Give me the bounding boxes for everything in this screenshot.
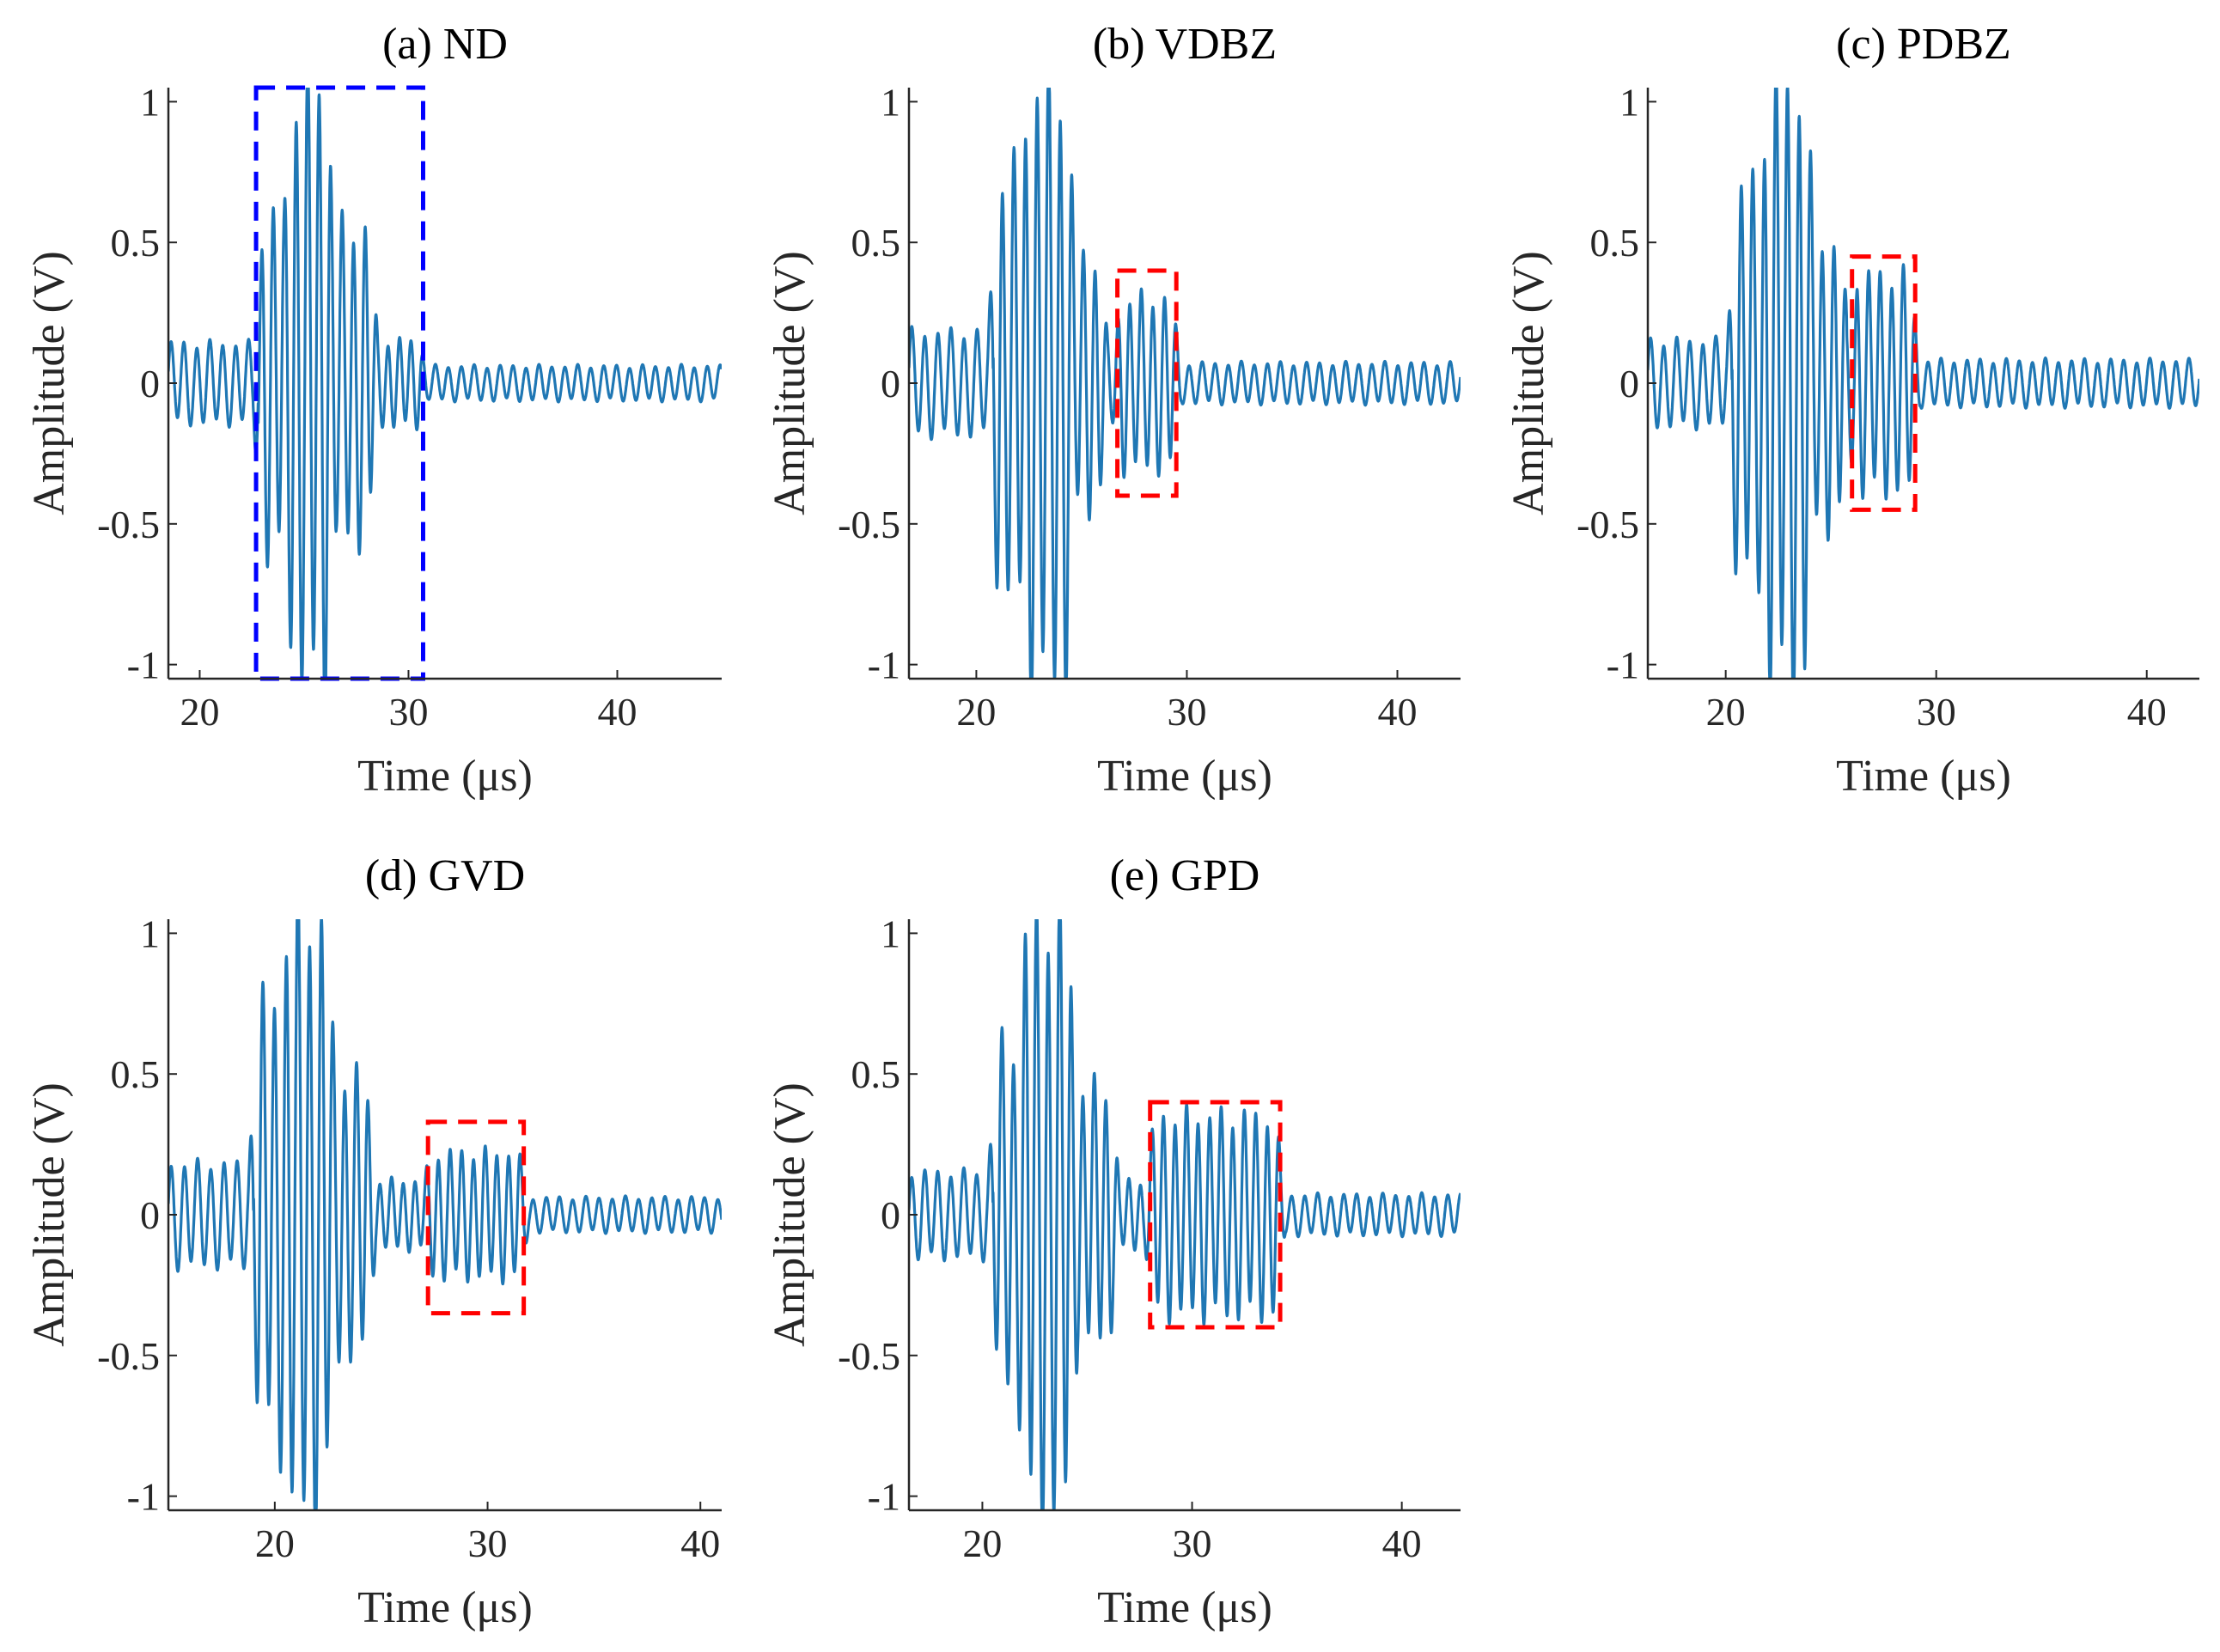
y-tick-label: 1 bbox=[140, 911, 160, 955]
y-tick-label: -1 bbox=[127, 643, 160, 687]
y-tick-label: 1 bbox=[140, 80, 160, 124]
y-tick-label: -0.5 bbox=[97, 1334, 160, 1378]
highlight-box-d bbox=[425, 1119, 527, 1316]
y-tick-label: 0.5 bbox=[851, 221, 901, 265]
highlight-box-c bbox=[1850, 254, 1918, 512]
panel-title: (a) ND bbox=[382, 20, 508, 69]
series-line-c bbox=[1648, 88, 2199, 679]
x-tick-label: 20 bbox=[1706, 690, 1746, 734]
x-axis-title: Time (μs) bbox=[357, 1583, 533, 1632]
x-tick-label: 40 bbox=[1377, 690, 1417, 734]
x-tick-label: 30 bbox=[468, 1521, 508, 1565]
x-tick-label: 20 bbox=[255, 1521, 295, 1565]
y-tick-label: 0 bbox=[881, 362, 900, 405]
panels: -1 -0.5 0 0.5 1 20 30 40 Time (μs) Amplitude (V) (… bbox=[25, 20, 2199, 1632]
panel-b: -1 -0.5 0 0.5 1 20 30 40 Time (μs) Amplitude (V) (… bbox=[765, 20, 1461, 801]
series-line-b bbox=[909, 88, 1461, 679]
y-tick-label: 1 bbox=[1619, 80, 1639, 124]
y-tick-label: -0.5 bbox=[838, 503, 900, 546]
highlight-box-e bbox=[1148, 1100, 1283, 1330]
y-tick-label: 0.5 bbox=[1590, 221, 1640, 265]
x-tick-label: 30 bbox=[1167, 690, 1206, 734]
y-tick-label: 0 bbox=[881, 1193, 900, 1237]
y-tick-label: 0 bbox=[140, 1193, 160, 1237]
x-tick-label: 40 bbox=[597, 690, 637, 734]
panel-title: (b) VDBZ bbox=[1093, 20, 1277, 69]
x-axis-title: Time (μs) bbox=[1097, 1583, 1272, 1632]
y-axis-title: Amplitude (V) bbox=[25, 1082, 74, 1347]
panel-d: -1 -0.5 0 0.5 1 20 30 40 Time (μs) Amplitude (V) (… bbox=[25, 851, 722, 1632]
highlight-box-a bbox=[253, 85, 425, 681]
x-tick-label: 30 bbox=[388, 690, 428, 734]
x-tick-label: 20 bbox=[962, 1521, 1002, 1565]
y-axis-title: Amplitude (V) bbox=[1504, 251, 1553, 515]
series-line-a bbox=[168, 88, 722, 679]
y-tick-label: 0.5 bbox=[111, 1052, 161, 1096]
x-tick-label: 40 bbox=[680, 1521, 720, 1565]
y-tick-label: -1 bbox=[868, 643, 900, 687]
x-tick-label: 40 bbox=[1382, 1521, 1422, 1565]
y-axis-title: Amplitude (V) bbox=[25, 251, 74, 515]
x-tick-label: 30 bbox=[1917, 690, 1956, 734]
y-tick-label: 0.5 bbox=[851, 1052, 901, 1096]
y-tick-label: -1 bbox=[1607, 643, 1639, 687]
y-tick-label: 1 bbox=[881, 911, 900, 955]
panel-title: (e) GPD bbox=[1110, 851, 1260, 900]
y-tick-label: -0.5 bbox=[1577, 503, 1639, 546]
panel-title: (c) PDBZ bbox=[1836, 20, 2011, 69]
y-tick-label: 0.5 bbox=[111, 221, 161, 265]
x-tick-label: 20 bbox=[956, 690, 996, 734]
series-line-d bbox=[168, 919, 722, 1510]
y-axis-title: Amplitude (V) bbox=[765, 1082, 814, 1347]
y-tick-label: -0.5 bbox=[838, 1334, 900, 1378]
y-tick-label: 1 bbox=[881, 80, 900, 124]
panel-title: (d) GVD bbox=[365, 851, 525, 900]
y-tick-label: -0.5 bbox=[97, 503, 160, 546]
panel-a: -1 -0.5 0 0.5 1 20 30 40 Time (μs) Amplitude (V) (… bbox=[25, 20, 722, 801]
x-tick-label: 30 bbox=[1173, 1521, 1212, 1565]
series-line-e bbox=[909, 919, 1461, 1510]
x-axis-title: Time (μs) bbox=[1836, 752, 2011, 801]
highlight-box-b bbox=[1115, 268, 1179, 498]
x-axis-title: Time (μs) bbox=[1097, 752, 1272, 801]
x-axis-title: Time (μs) bbox=[357, 752, 533, 801]
y-tick-label: -1 bbox=[868, 1475, 900, 1519]
y-tick-label: 0 bbox=[140, 362, 160, 405]
panel-e: -1 -0.5 0 0.5 1 20 30 40 Time (μs) Amplitude (V) (… bbox=[765, 851, 1461, 1632]
y-tick-label: -1 bbox=[127, 1475, 160, 1519]
x-tick-label: 40 bbox=[2127, 690, 2167, 734]
panel-c: -1 -0.5 0 0.5 1 20 30 40 Time (μs) Amplitude (V) (… bbox=[1504, 20, 2199, 801]
x-tick-label: 20 bbox=[180, 690, 219, 734]
y-tick-label: 0 bbox=[1619, 362, 1639, 405]
y-axis-title: Amplitude (V) bbox=[765, 251, 814, 515]
